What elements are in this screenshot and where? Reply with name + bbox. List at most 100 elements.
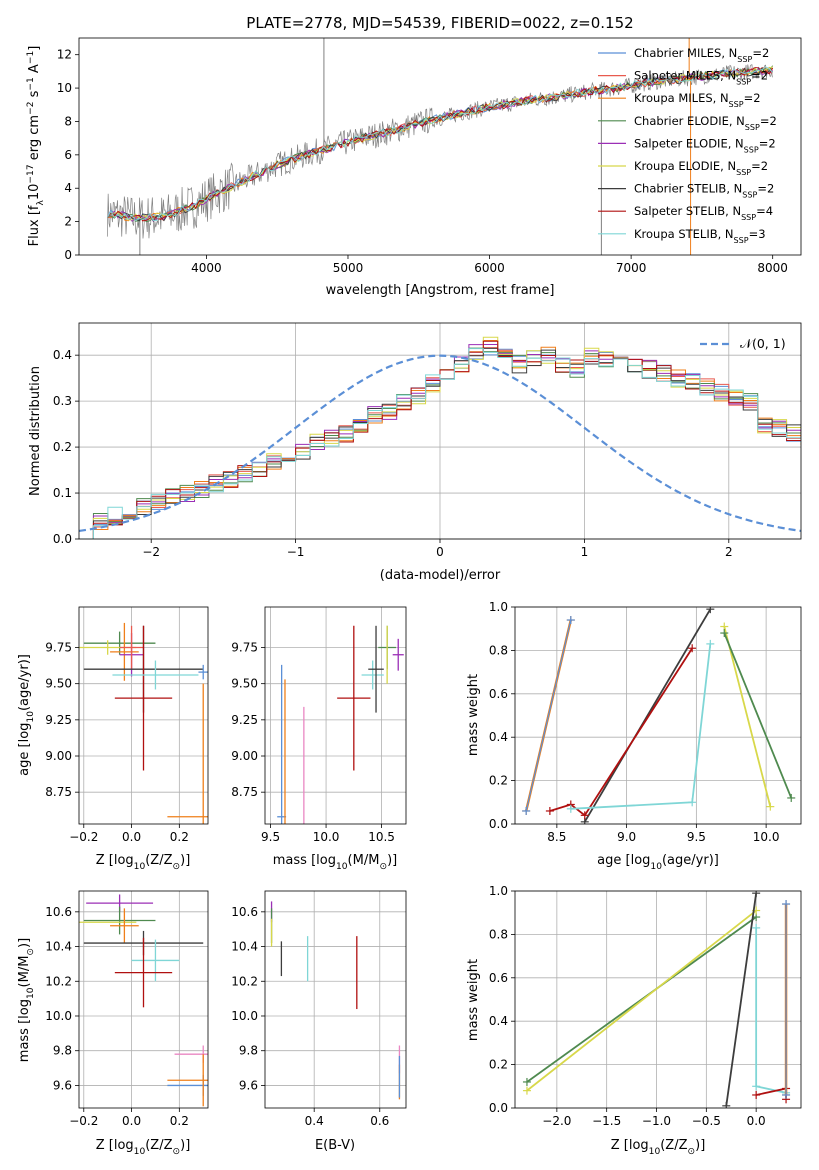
legend-label-7: Salpeter STELIB, NSSP=4 (634, 204, 773, 222)
spectrum-legend: Chabrier MILES, NSSP=2 Salpeter MILES, NS… (598, 46, 777, 244)
data-spectrum-line (106, 64, 773, 239)
x-tick-label: −0.2 (69, 1114, 98, 1128)
label-part: −2 (26, 102, 36, 115)
grid-lines (265, 607, 406, 824)
y-tick-label: 0.8 (489, 927, 508, 941)
y-tick-label: 2 (64, 215, 72, 229)
y-tick-label: 9.8 (53, 1044, 72, 1058)
plot-area (522, 607, 796, 824)
y-tick-label: 10.6 (45, 905, 72, 919)
model-line-7 (106, 67, 774, 222)
y-tick-label: 0.2 (489, 1058, 508, 1072)
label-part: Z [log (96, 853, 134, 868)
x-tick-label: 0.2 (170, 830, 189, 844)
histogram-step-c6 (79, 347, 801, 539)
label-part: Z [log (611, 1138, 649, 1153)
mass-z-x-label: Z [log10(Z/Z⊙)] (96, 1138, 191, 1157)
x-tick-label: 9.0 (617, 830, 636, 844)
x-tick-label: 8.5 (547, 830, 566, 844)
spectrum-y-label: Flux [fλ10−17 erg cm−2 s−1 A−1] (26, 46, 46, 247)
grid-lines (265, 891, 406, 1108)
mw-z-y-label: mass weight (466, 959, 481, 1041)
x-tick-label: 0.4 (305, 1114, 324, 1128)
axes-border (264, 890, 407, 1109)
y-tick-label: 9.00 (45, 749, 72, 763)
mw-age-x-label: age [log10(age/yr)] (597, 853, 719, 872)
plot-area (79, 336, 801, 539)
histogram-step-c1 (79, 347, 801, 539)
label-part: Chabrier STELIB, N (634, 182, 742, 196)
label-part: (data-model)/error (380, 568, 501, 583)
model-line-4 (107, 68, 773, 223)
residuals-legend: 𝒩(0, 1) (700, 336, 786, 351)
legend-label-0: Chabrier MILES, NSSP=2 (634, 46, 769, 64)
label-part: SSP (737, 55, 752, 64)
axes-frame: −0.2 0.0 0.2 8.75 9.00 9.25 9.50 9.75 (45, 606, 209, 844)
legend-label-1: Salpeter MILES, NSSP=2 (634, 69, 768, 87)
label-part: ⊙ (173, 1147, 181, 1157)
mass-vs-ebv-chart: 0.4 0.6 9.6 9.8 10.0 10.2 10.4 10.6 E(B-V) (231, 890, 407, 1153)
label-part: wavelength [Angstrom, rest frame] (326, 283, 555, 298)
legend-label-4: Salpeter ELODIE, NSSP=2 (634, 136, 776, 154)
y-tick-label: 9.8 (239, 1044, 258, 1058)
axes-border (78, 890, 209, 1109)
y-tick-label: 9.6 (239, 1078, 258, 1092)
plot-area (277, 625, 404, 824)
label-part: )] (180, 853, 190, 868)
label-part: SSP (741, 213, 756, 222)
x-tick-label: −2 (142, 545, 160, 559)
y-tick-label: 0.3 (53, 394, 72, 408)
age-z-x-label: Z [log10(Z/Z⊙)] (96, 853, 191, 872)
label-part: =2 (752, 46, 769, 60)
label-part: =3 (749, 227, 766, 241)
label-part: SSP (744, 145, 759, 154)
y-tick-label: 8.75 (45, 785, 72, 799)
histogram-step-c0 (79, 348, 801, 539)
x-tick-label: 10.0 (313, 830, 340, 844)
x-tick-label: 0.6 (370, 1114, 389, 1128)
label-part: Z [log (96, 1138, 134, 1153)
x-tick-label: 6000 (474, 261, 505, 275)
label-part: λ (36, 200, 46, 206)
x-tick-label: 2 (725, 545, 733, 559)
grid-lines (515, 890, 801, 1109)
y-tick-label: 10.4 (231, 940, 258, 954)
label-part: SSP (736, 77, 751, 86)
mw-z-x-label: Z [log10(Z/Z⊙)] (611, 1138, 706, 1157)
label-part: (age/yr)] (17, 654, 32, 711)
axes-border (78, 606, 209, 825)
y-tick-label: 10 (57, 81, 72, 95)
label-part: Salpeter STELIB, N (634, 204, 741, 218)
label-part: Kroupa MILES, N (634, 91, 729, 105)
x-tick-label: 0 (436, 545, 444, 559)
histogram-step-c5 (79, 336, 801, 539)
label-part: A (27, 64, 42, 77)
x-tick-label: −1.0 (642, 1114, 671, 1128)
plot-area (79, 894, 208, 1107)
age-mass-x-label: mass [log10(M/M⊙)] (273, 853, 397, 872)
plot-area (79, 622, 208, 824)
legend-label-8: Kroupa STELIB, NSSP=3 (634, 227, 766, 245)
y-tick-label: 1.0 (489, 884, 508, 898)
label-part: −1 (26, 77, 36, 90)
label-part: 10 (649, 1147, 661, 1157)
y-tick-label: 10.4 (45, 940, 72, 954)
label-part: (Z/Z (145, 1138, 172, 1153)
weight-line-4 (583, 608, 712, 823)
axes-frame: 9.5 10.0 10.5 8.75 9.00 9.25 9.50 9.75 (231, 606, 407, 844)
spectrum-x-label: wavelength [Angstrom, rest frame] (326, 283, 555, 298)
y-tick-label: 8.75 (231, 785, 258, 799)
spectrum-chart: 4000 5000 6000 7000 8000 0 2 4 6 8 10 12 Chabrier MI… (26, 37, 802, 298)
y-tick-label: 0.0 (489, 1101, 508, 1115)
label-part: (Z/Z (660, 1138, 687, 1153)
legend-label-3: Chabrier ELODIE, NSSP=2 (634, 114, 777, 132)
x-tick-label: −2.0 (542, 1114, 571, 1128)
x-tick-label: 4000 (191, 261, 222, 275)
y-tick-label: 1.0 (489, 600, 508, 614)
y-tick-label: 0.8 (489, 643, 508, 657)
y-tick-label: 9.25 (231, 713, 258, 727)
y-tick-label: 0.1 (53, 486, 72, 500)
y-tick-label: 0.4 (53, 348, 72, 362)
weight-line-5 (549, 647, 693, 817)
